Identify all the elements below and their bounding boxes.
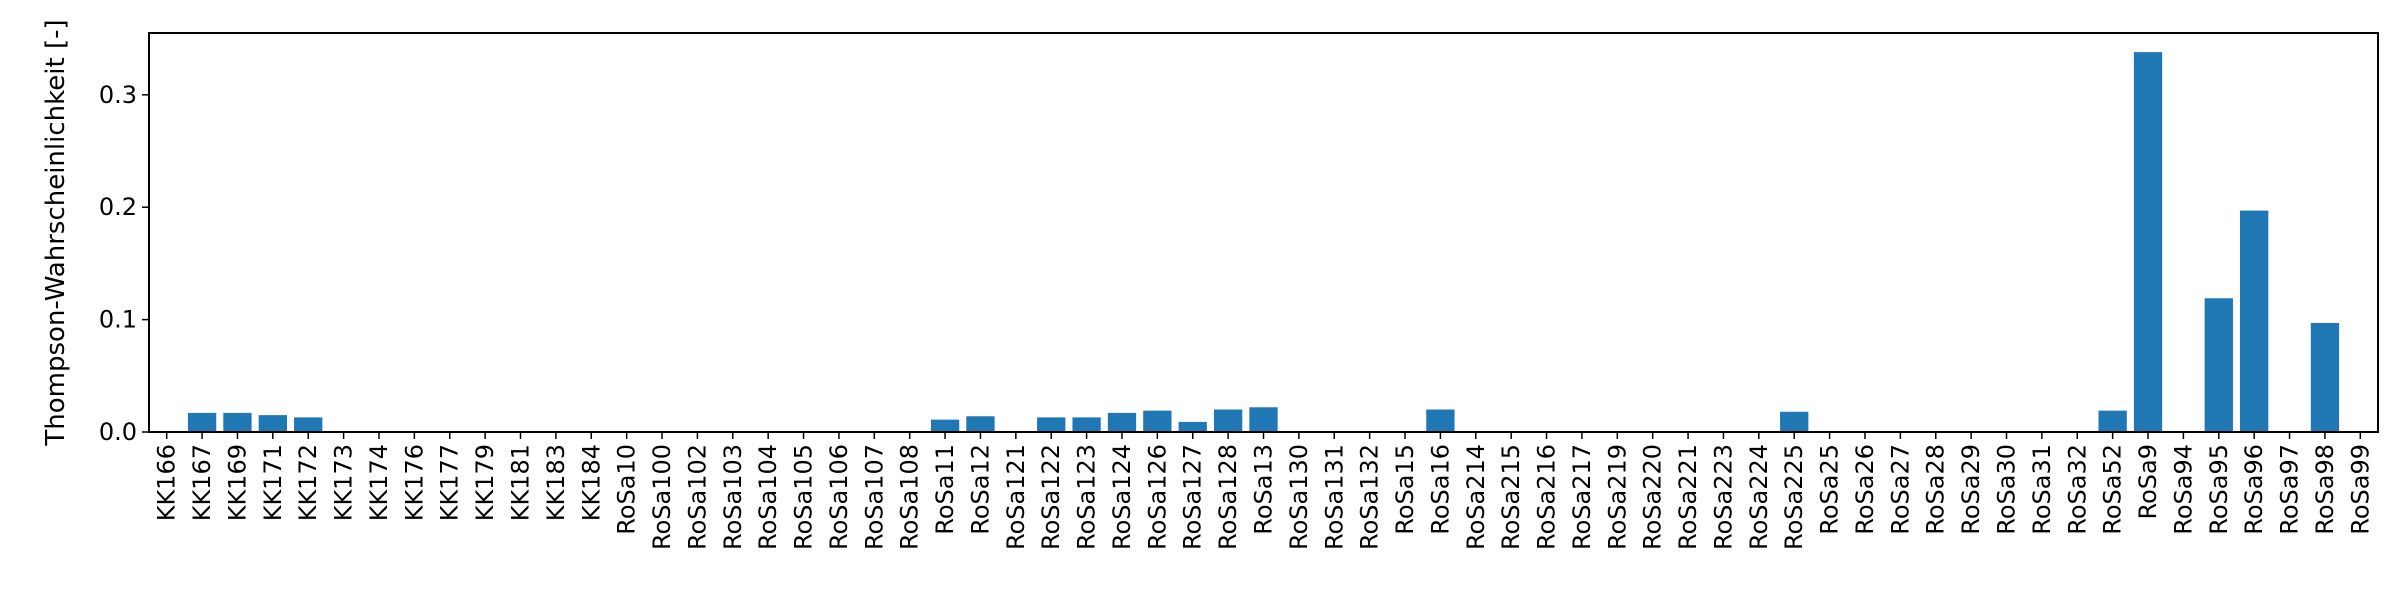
- x-tick-label: RoSa99: [2346, 444, 2374, 535]
- x-tick-label: KK183: [542, 444, 570, 521]
- bar-rosa123: [1072, 417, 1101, 432]
- x-tick-label: KK166: [153, 444, 181, 521]
- x-tick-label: RoSa10: [613, 444, 641, 535]
- bar-kk169: [223, 412, 252, 432]
- x-tick-label: KK179: [471, 444, 499, 521]
- x-tick-label: RoSa94: [2169, 444, 2197, 535]
- x-tick-label: RoSa219: [1603, 444, 1631, 550]
- x-tick-label: RoSa13: [1250, 444, 1278, 535]
- x-tick-label: RoSa106: [825, 444, 853, 550]
- y-tick-label: 0.3: [99, 81, 137, 109]
- x-tick-label: RoSa102: [683, 444, 711, 550]
- x-tick-label: RoSa216: [1533, 444, 1561, 550]
- bar-rosa52: [2098, 410, 2127, 432]
- x-tick-label: RoSa224: [1745, 444, 1773, 550]
- x-tick-label: RoSa225: [1780, 444, 1808, 550]
- bar-rosa9: [2133, 52, 2163, 432]
- x-tick-label: RoSa30: [1993, 444, 2021, 535]
- x-tick-label: RoSa215: [1497, 444, 1525, 550]
- x-tick-label: RoSa97: [2276, 444, 2304, 535]
- x-tick-label: RoSa127: [1179, 444, 1207, 550]
- bar-rosa98: [2310, 322, 2340, 432]
- x-tick-label: RoSa12: [966, 444, 994, 535]
- x-tick-label: KK171: [259, 444, 287, 521]
- x-tick-label: RoSa31: [2028, 444, 2056, 535]
- x-tick-label: RoSa124: [1108, 444, 1136, 550]
- x-tick-label: KK181: [507, 444, 535, 521]
- x-tick-label: KK174: [365, 444, 393, 521]
- x-tick-label: RoSa128: [1214, 444, 1242, 550]
- x-tick-label: RoSa32: [2063, 444, 2091, 535]
- x-tick-label: RoSa104: [754, 444, 782, 550]
- x-tick-label: RoSa11: [931, 444, 959, 535]
- x-tick-label: RoSa107: [860, 444, 888, 550]
- y-tick-label: 0.0: [99, 418, 137, 446]
- x-tick-label: RoSa122: [1037, 444, 1065, 550]
- x-tick-label: RoSa100: [648, 444, 676, 550]
- bar-rosa124: [1107, 412, 1137, 432]
- x-tick-label: RoSa223: [1709, 444, 1737, 550]
- y-axis-ticks: 0.0 0.1 0.2 0.3: [99, 81, 149, 446]
- x-tick-label: KK184: [577, 444, 605, 521]
- bar-rosa16: [1426, 409, 1455, 432]
- x-tick-label: RoSa130: [1285, 444, 1313, 550]
- x-tick-label: RoSa132: [1356, 444, 1384, 550]
- bar-rosa96: [2240, 210, 2269, 432]
- x-tick-label: RoSa9: [2134, 444, 2162, 520]
- x-tick-label: RoSa220: [1639, 444, 1667, 550]
- x-axis-ticks: KK166 KK167 KK169 KK171 KK172 KK173 KK174 KK176…: [153, 432, 2374, 550]
- x-tick-label: RoSa217: [1568, 444, 1596, 550]
- bar-kk171: [258, 415, 287, 432]
- x-tick-label: RoSa96: [2240, 444, 2268, 535]
- x-tick-label: RoSa214: [1462, 444, 1490, 550]
- x-tick-label: KK169: [223, 444, 251, 521]
- x-tick-label: RoSa15: [1391, 444, 1419, 535]
- x-tick-label: KK167: [188, 444, 216, 521]
- x-tick-label: RoSa29: [1957, 444, 1985, 535]
- x-tick-label: RoSa25: [1816, 444, 1844, 535]
- x-tick-label: RoSa121: [1002, 444, 1030, 550]
- bar-rosa12: [966, 416, 995, 432]
- x-tick-label: KK172: [294, 444, 322, 521]
- x-tick-label: KK177: [436, 444, 464, 521]
- x-tick-label: RoSa27: [1886, 444, 1914, 535]
- x-tick-label: RoSa108: [896, 444, 924, 550]
- x-tick-label: RoSa126: [1143, 444, 1171, 550]
- x-tick-label: RoSa105: [790, 444, 818, 550]
- x-tick-label: RoSa26: [1851, 444, 1879, 535]
- x-tick-label: KK173: [330, 444, 358, 521]
- bar-rosa13: [1249, 407, 1278, 432]
- x-tick-label: RoSa52: [2099, 444, 2127, 535]
- y-axis-label: Thompson-Wahrscheinlichkeit [-]: [41, 19, 71, 446]
- bar-rosa225: [1780, 411, 1809, 432]
- x-tick-label: RoSa28: [1922, 444, 1950, 535]
- x-tick-label: RoSa123: [1073, 444, 1101, 550]
- bar-rosa128: [1213, 409, 1243, 432]
- bar-rosa126: [1143, 410, 1172, 432]
- x-tick-label: KK176: [400, 444, 428, 521]
- x-tick-label: RoSa95: [2205, 444, 2233, 535]
- bar-rosa122: [1037, 417, 1066, 432]
- bar-rosa11: [930, 419, 960, 432]
- bars-group: [187, 52, 2340, 432]
- x-tick-label: RoSa103: [719, 444, 747, 550]
- bar-kk172: [294, 417, 323, 432]
- plot-frame: [148, 32, 2379, 433]
- y-tick-label: 0.2: [99, 193, 137, 221]
- bar-rosa127: [1178, 421, 1207, 432]
- bar-rosa95: [2204, 298, 2233, 432]
- bar-kk167: [187, 412, 217, 432]
- y-tick-label: 0.1: [99, 306, 137, 334]
- x-tick-label: RoSa131: [1320, 444, 1348, 550]
- x-tick-label: RoSa98: [2311, 444, 2339, 535]
- x-tick-label: RoSa16: [1426, 444, 1454, 535]
- x-tick-label: RoSa221: [1674, 444, 1702, 550]
